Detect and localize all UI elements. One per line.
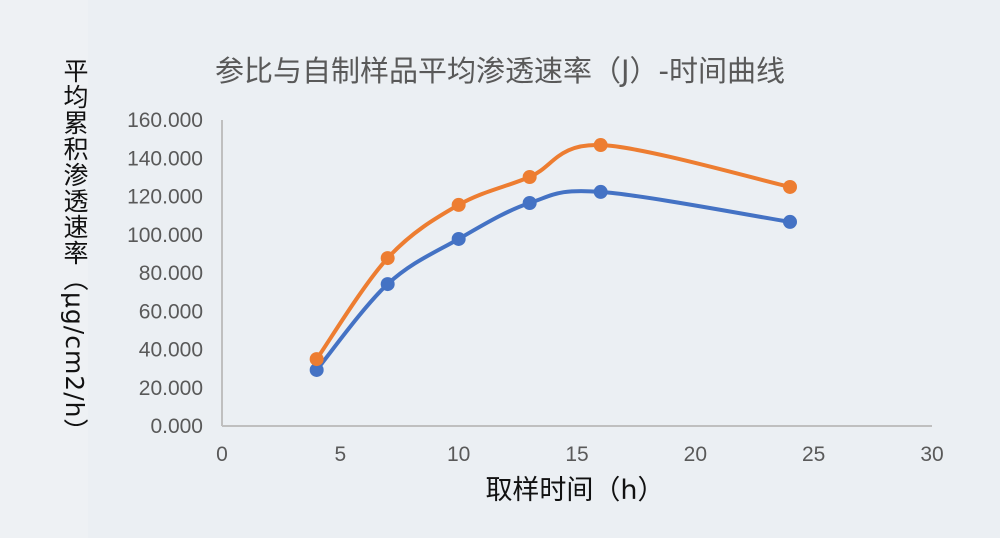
series-2-point [593,138,608,153]
y-tick-label: 140.000 [127,147,203,170]
y-tick-label: 80.000 [139,262,203,285]
series-1-point [593,184,608,199]
series-1-point [380,277,395,292]
series-2-point [783,179,797,194]
y-tick-label: 40.000 [139,339,203,362]
x-tick-label: 0 [216,443,228,466]
series-2-point [451,197,466,212]
x-tick-label: 10 [447,443,470,466]
series-1-line [315,189,791,372]
x-axis-label: 取样时间（h） [485,475,665,506]
y-tick-label: 100.000 [127,224,203,247]
y-tick-label: 160.000 [127,109,203,132]
x-tick-label: 25 [802,443,825,466]
x-tick-label: 5 [334,443,346,466]
x-tick-label: 30 [920,443,943,466]
series-2-point [309,352,324,367]
series-1-point [309,362,324,377]
series-1-point [451,231,466,246]
y-axis-label-area [0,0,88,538]
chart-title: 参比与自制样品平均渗透速率（J）-时间曲线 [214,54,786,88]
y-axis-label: 平均累积渗透速率（μg/cm2/h） [60,58,89,445]
y-tick-label: 0.000 [150,415,203,438]
series-1-point [783,214,797,229]
series-1-point [522,196,537,211]
y-tick-label: 120.000 [127,186,203,209]
x-tick-label: 20 [684,443,707,466]
y-tick-label: 60.000 [139,300,203,323]
series-2-line [315,143,791,361]
x-tick-label: 15 [565,443,588,466]
series-2-point [522,169,537,184]
y-tick-label: 20.000 [139,377,203,400]
series-2-point [380,251,395,266]
